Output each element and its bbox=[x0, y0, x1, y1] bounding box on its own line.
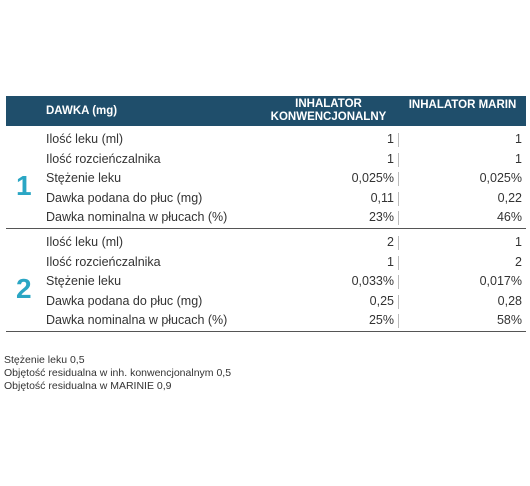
dose-table: DAWKA (mg) INHALATOR KONWENCJONALNY INHA… bbox=[6, 96, 526, 332]
footnotes: Stężenie leku 0,5 Objętość residualna w … bbox=[4, 354, 231, 393]
column-divider bbox=[398, 255, 399, 270]
row-label: Ilość rozcieńczalnika bbox=[46, 254, 161, 269]
row-value-marin: 0,28 bbox=[497, 293, 522, 308]
header-conventional-line2: KONWENCJONALNY bbox=[270, 111, 387, 123]
table-group-2: 2 Ilość leku (ml) 2 1 Ilość rozcieńczaln… bbox=[6, 233, 526, 332]
group-number: 1 bbox=[16, 170, 32, 201]
table-row: Dawka nominalna w płucach (%) 25% 58% bbox=[6, 311, 526, 331]
table-row: Dawka podana do płuc (mg) 0,11 0,22 bbox=[6, 189, 526, 209]
table-row: Ilość rozcieńczalnika 1 1 bbox=[6, 150, 526, 170]
row-value-marin: 1 bbox=[515, 234, 522, 249]
table-row: Dawka nominalna w płucach (%) 23% 46% bbox=[6, 208, 526, 228]
footnote: Objętość residualna w inh. konwencjonaln… bbox=[4, 367, 232, 379]
table-header: DAWKA (mg) INHALATOR KONWENCJONALNY INHA… bbox=[6, 96, 526, 126]
row-label: Stężenie leku bbox=[46, 171, 122, 186]
column-divider bbox=[398, 235, 399, 250]
column-divider bbox=[398, 211, 399, 226]
footnote: Stężenie leku 0,5 bbox=[4, 354, 85, 366]
row-value-marin: 0,025% bbox=[479, 171, 522, 186]
table-row: Dawka podana do płuc (mg) 0,25 0,28 bbox=[6, 292, 526, 312]
row-value-conventional: 0,11 bbox=[370, 190, 394, 205]
row-value-conventional: 0,025% bbox=[351, 171, 394, 186]
row-value-conventional: 1 bbox=[387, 132, 394, 146]
row-value-marin: 2 bbox=[515, 254, 522, 269]
column-divider bbox=[398, 172, 399, 187]
table-row: Stężenie leku 0,033% 0,017% bbox=[6, 272, 526, 292]
table-row: Stężenie leku 0,025% 0,025% bbox=[6, 169, 526, 189]
row-value-marin: 1 bbox=[515, 151, 522, 166]
group-number: 2 bbox=[16, 272, 32, 304]
row-value-marin: 58% bbox=[496, 313, 522, 328]
header-conventional-line1: INHALATOR bbox=[295, 98, 362, 110]
column-divider bbox=[398, 191, 399, 206]
column-divider bbox=[398, 133, 399, 147]
row-value-marin: 46% bbox=[496, 210, 522, 225]
header-dose-label: DAWKA (mg) bbox=[46, 105, 118, 117]
table-row: Ilość leku (ml) 1 1 bbox=[6, 130, 526, 150]
row-value-conventional: 1 bbox=[387, 151, 394, 166]
column-divider bbox=[398, 152, 399, 167]
row-value-conventional: 25% bbox=[368, 313, 394, 328]
row-label: Dawka podana do płuc (mg) bbox=[46, 293, 203, 308]
row-value-conventional: 2 bbox=[387, 234, 394, 249]
row-value-conventional: 1 bbox=[387, 254, 394, 269]
column-divider bbox=[398, 314, 399, 329]
row-label: Ilość leku (ml) bbox=[46, 234, 124, 249]
row-label: Dawka podana do płuc (mg) bbox=[46, 190, 203, 205]
column-divider bbox=[398, 275, 399, 290]
table-row: Ilość rozcieńczalnika 1 2 bbox=[6, 253, 526, 273]
row-label: Dawka nominalna w płucach (%) bbox=[46, 313, 228, 328]
row-value-marin: 0,22 bbox=[497, 190, 522, 205]
table-group-1: 1 Ilość leku (ml) 1 1 Ilość rozcieńczaln… bbox=[6, 130, 526, 229]
row-value-conventional: 23% bbox=[368, 210, 394, 225]
row-label: Ilość rozcieńczalnika bbox=[46, 151, 161, 166]
row-label: Dawka nominalna w płucach (%) bbox=[46, 210, 228, 225]
row-value-conventional: 0,25 bbox=[369, 293, 394, 308]
row-value-marin: 1 bbox=[515, 132, 522, 146]
column-divider bbox=[398, 294, 399, 309]
row-value-marin: 0,017% bbox=[479, 274, 522, 289]
row-label: Ilość leku (ml) bbox=[46, 132, 124, 146]
header-marin-inhaler: INHALATOR MARIN bbox=[408, 99, 517, 111]
row-value-conventional: 0,033% bbox=[351, 274, 394, 289]
row-label: Stężenie leku bbox=[46, 274, 122, 289]
table-row: Ilość leku (ml) 2 1 bbox=[6, 233, 526, 253]
header-conventional-inhaler: INHALATOR KONWENCJONALNY bbox=[261, 98, 396, 124]
footnote: Objętość residualna w MARINIE 0,9 bbox=[4, 380, 172, 392]
